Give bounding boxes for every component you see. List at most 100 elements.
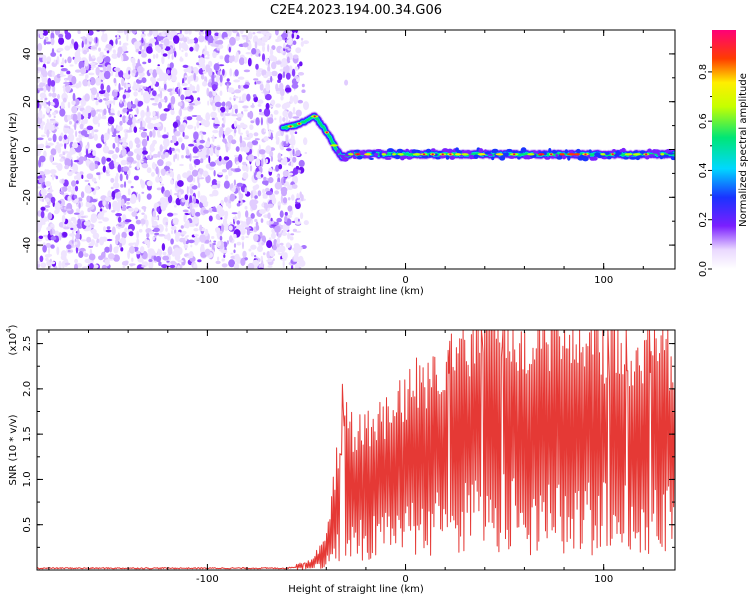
heatmap-cell bbox=[240, 257, 246, 266]
heatmap-cell bbox=[90, 215, 98, 224]
heatmap-cell bbox=[277, 136, 280, 143]
heatmap-cell bbox=[185, 154, 191, 159]
heatmap-cell bbox=[236, 161, 240, 165]
heatmap-cell bbox=[103, 226, 106, 232]
heatmap-cell bbox=[208, 215, 213, 222]
heatmap-cell bbox=[97, 122, 100, 128]
heatmap-cell bbox=[56, 164, 62, 169]
heatmap-cell bbox=[52, 133, 57, 143]
heatmap-cell bbox=[67, 56, 72, 64]
scale-note-exponent: 4 bbox=[5, 328, 13, 333]
heatmap-cell bbox=[47, 123, 54, 131]
heatmap-cell bbox=[110, 186, 114, 190]
heatmap-cell bbox=[251, 203, 258, 211]
ridge-speck bbox=[649, 154, 655, 157]
heatmap-cell bbox=[284, 215, 288, 223]
ridge-speck bbox=[520, 147, 527, 152]
heatmap-cell bbox=[273, 71, 278, 76]
ridge-hotspot-core bbox=[449, 153, 452, 156]
ridge-hotspot-core bbox=[441, 153, 444, 156]
heatmap-cell bbox=[73, 194, 78, 199]
heatmap-cell bbox=[276, 217, 283, 223]
heatmap-cell bbox=[184, 235, 188, 242]
ridge-speck bbox=[394, 154, 401, 160]
heatmap-cell bbox=[149, 151, 152, 159]
ridge-speck bbox=[606, 155, 612, 160]
heatmap-cell bbox=[238, 100, 245, 103]
heatmap-cell bbox=[169, 189, 173, 197]
heatmap-cell bbox=[277, 201, 281, 206]
heatmap-cell bbox=[50, 223, 55, 228]
ridge-speck bbox=[548, 148, 552, 153]
heatmap-cell bbox=[86, 236, 92, 243]
heatmap-cell bbox=[143, 206, 146, 213]
heatmap-cell bbox=[295, 201, 299, 204]
heatmap-cell bbox=[183, 37, 188, 43]
heatmap-cell bbox=[146, 135, 149, 142]
heatmap-cell bbox=[118, 82, 121, 92]
heatmap-cell bbox=[50, 37, 55, 46]
heatmap-cell bbox=[263, 176, 267, 181]
heatmap-cell bbox=[42, 198, 44, 202]
heatmap-cell bbox=[63, 125, 71, 129]
heatmap-cell bbox=[212, 243, 216, 245]
ridge-speck bbox=[446, 148, 453, 154]
heatmap-cell bbox=[133, 42, 141, 46]
heatmap-cell bbox=[92, 264, 99, 269]
heatmap-cell bbox=[260, 117, 263, 126]
heatmap-cell bbox=[170, 109, 175, 116]
heatmap-cell bbox=[42, 55, 47, 64]
heatmap-cell bbox=[80, 239, 87, 242]
heatmap-cell bbox=[141, 77, 147, 84]
heatmap-cell bbox=[265, 190, 273, 196]
heatmap-cell bbox=[186, 185, 189, 195]
heatmap-cell bbox=[141, 191, 145, 194]
heatmap-cell bbox=[47, 212, 53, 220]
heatmap-cell bbox=[170, 179, 174, 185]
heatmap-cell bbox=[179, 57, 184, 62]
ridge-hotspot-core bbox=[584, 153, 587, 156]
heatmap-cell bbox=[64, 165, 69, 170]
heatmap-cell bbox=[281, 188, 287, 197]
heatmap-cell bbox=[211, 236, 215, 239]
heatmap-cell bbox=[132, 242, 138, 245]
heatmap-cell bbox=[252, 94, 257, 98]
heatmap-cell bbox=[275, 221, 279, 226]
heatmap-cell bbox=[196, 84, 200, 93]
heatmap-cell bbox=[161, 264, 168, 269]
heatmap-cell bbox=[84, 184, 91, 194]
heatmap-cell bbox=[149, 38, 157, 43]
heatmap-cell bbox=[219, 90, 223, 96]
heatmap-cell bbox=[151, 220, 158, 227]
heatmap-cell bbox=[246, 229, 250, 236]
heatmap-cell bbox=[193, 37, 199, 44]
heatmap-cell bbox=[114, 192, 122, 199]
heatmap-cell bbox=[171, 75, 177, 82]
heatmap-cell bbox=[277, 152, 282, 161]
heatmap-cell bbox=[167, 63, 171, 68]
heatmap-cell bbox=[112, 49, 116, 54]
heatmap-cell bbox=[227, 134, 234, 141]
heatmap-cell bbox=[211, 184, 218, 190]
heatmap-cell bbox=[189, 195, 193, 204]
heatmap-cell bbox=[292, 106, 296, 114]
heatmap-cell bbox=[78, 202, 81, 210]
heatmap-cell bbox=[149, 30, 153, 36]
heatmap-cell bbox=[149, 68, 153, 74]
heatmap-cell bbox=[114, 135, 119, 144]
heatmap-cell bbox=[79, 233, 82, 240]
heatmap-cell bbox=[98, 90, 106, 95]
heatmap-cell bbox=[96, 238, 100, 244]
heatmap-cell bbox=[285, 115, 289, 123]
heatmap-cell bbox=[233, 79, 241, 83]
heatmap-cell bbox=[55, 127, 59, 130]
heatmap-cell bbox=[46, 61, 50, 64]
heatmap-cell bbox=[179, 163, 184, 167]
heatmap-cell bbox=[43, 150, 47, 158]
heatmap-cell bbox=[187, 124, 194, 130]
heatmap-cell bbox=[241, 235, 245, 241]
heatmap-cell bbox=[300, 212, 304, 220]
heatmap-cell bbox=[199, 168, 204, 175]
heatmap-cell bbox=[233, 179, 236, 186]
heatmap-cell bbox=[147, 58, 152, 63]
